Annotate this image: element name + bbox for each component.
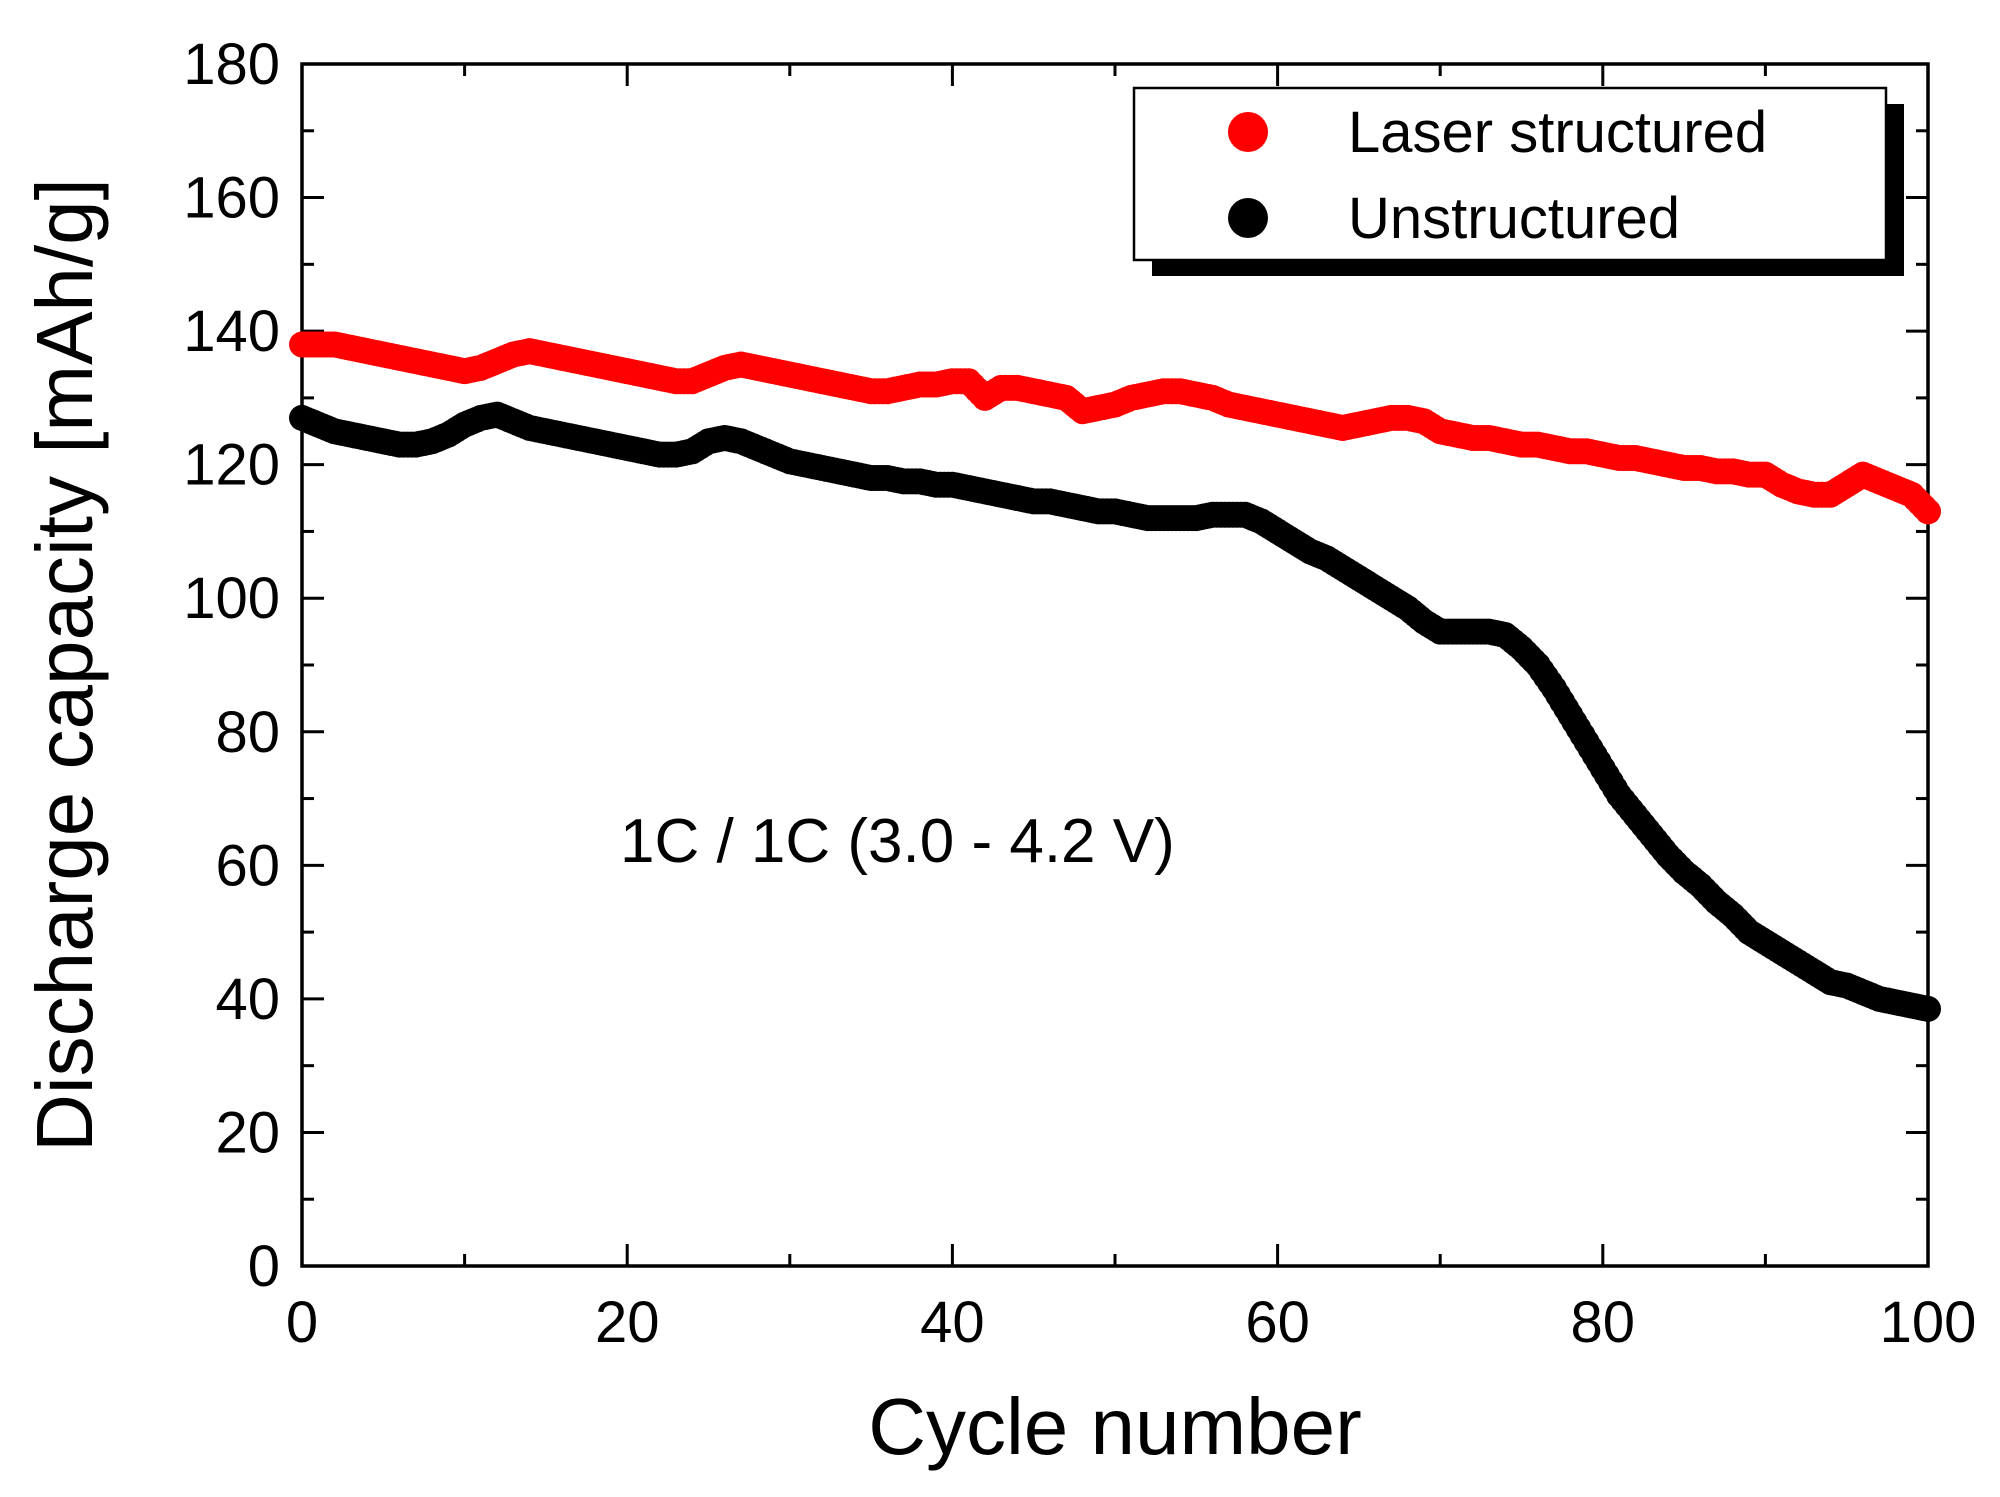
data-point: [1541, 675, 1568, 702]
legend-label-unstructured: Unstructured: [1348, 186, 1680, 251]
y-tick-label: 60: [215, 833, 280, 898]
x-axis-title: Cycle number: [868, 1382, 1362, 1471]
y-tick-label: 0: [248, 1234, 280, 1299]
x-tick-label: 20: [595, 1290, 660, 1355]
legend: Laser structured Unstructured: [1132, 86, 1904, 276]
data-point: [1915, 995, 1941, 1022]
data-point: [1524, 652, 1551, 678]
data-point: [955, 368, 982, 395]
data-point: [1638, 822, 1665, 849]
data-point: [1557, 702, 1584, 729]
y-tick-labels: 0 20 40 60 80 100 120 140 160 180: [183, 32, 280, 1299]
y-tick-label: 140: [183, 299, 280, 364]
data-point: [1573, 728, 1600, 755]
y-tick-label: 80: [215, 700, 280, 765]
y-axis-title: Discharge capacity [mAh/g]: [20, 178, 109, 1152]
data-point: [1508, 635, 1535, 662]
y-tick-label: 40: [215, 967, 280, 1032]
data-point: [1606, 782, 1633, 809]
y-tick-label: 20: [215, 1100, 280, 1165]
data-point: [1898, 481, 1925, 508]
y-tick-label: 120: [183, 433, 280, 498]
y-tick-label: 160: [183, 166, 280, 231]
x-tick-label: 60: [1245, 1290, 1310, 1355]
series-laser-structured: [289, 331, 1941, 525]
y-tick-label: 180: [183, 32, 280, 97]
annotation-text: 1C / 1C (3.0 - 4.2 V): [620, 807, 1175, 876]
x-tick-label: 80: [1571, 1290, 1636, 1355]
data-point: [1589, 755, 1616, 782]
axis-ticks: [300, 62, 1930, 1268]
y-tick-label: 100: [183, 566, 280, 631]
x-tick-label: 100: [1880, 1290, 1977, 1355]
data-point: [1622, 802, 1649, 829]
legend-marker-unstructured: [1228, 198, 1268, 238]
data-point: [1915, 498, 1941, 525]
x-tick-labels: 0 20 40 60 80 100: [286, 1290, 1977, 1355]
series-unstructured: [289, 401, 1941, 1022]
series-layer: [289, 331, 1941, 1022]
legend-marker-laser-structured: [1228, 112, 1268, 152]
data-point: [1687, 872, 1714, 899]
data-point: [1719, 902, 1746, 929]
data-point: [1654, 842, 1681, 869]
x-tick-label: 40: [920, 1290, 985, 1355]
x-tick-label: 0: [286, 1290, 318, 1355]
legend-label-laser-structured: Laser structured: [1348, 100, 1767, 165]
